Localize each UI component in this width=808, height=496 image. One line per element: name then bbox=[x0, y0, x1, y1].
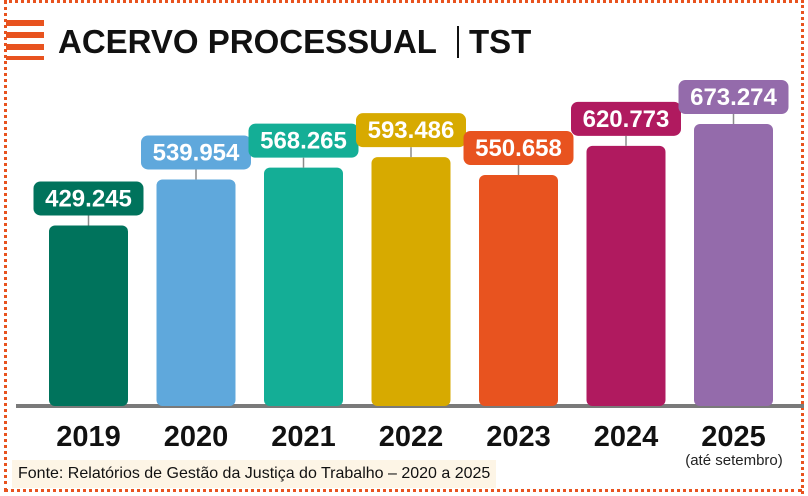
bar-2021 bbox=[264, 167, 343, 406]
data-label: 429.245 bbox=[45, 185, 132, 212]
data-label-bg bbox=[571, 101, 681, 136]
data-label-bg bbox=[33, 181, 144, 216]
bar-2024 bbox=[586, 145, 666, 406]
menu-icon bbox=[6, 20, 44, 60]
data-label: 593.486 bbox=[368, 117, 455, 144]
tick-label: 2021 bbox=[271, 421, 336, 453]
data-label-bg bbox=[248, 123, 359, 158]
chart-title: ACERVO PROCESSUAL TST bbox=[58, 20, 531, 64]
data-label: 539.954 bbox=[153, 139, 240, 166]
data-label-bg bbox=[463, 130, 574, 165]
title-separator bbox=[456, 26, 459, 58]
chart-title-main: ACERVO PROCESSUAL bbox=[58, 23, 437, 60]
bar-2022 bbox=[371, 157, 451, 406]
bar-2020 bbox=[156, 179, 236, 406]
chart-frame bbox=[4, 0, 802, 492]
tick-label: 2025 bbox=[701, 421, 766, 453]
bar-2019 bbox=[49, 225, 128, 406]
tick-label: 2023 bbox=[486, 421, 551, 453]
data-label: 550.658 bbox=[475, 135, 562, 162]
source-note: Fonte: Relatórios de Gestão da Justiça d… bbox=[12, 460, 497, 488]
bar-2023 bbox=[479, 174, 558, 406]
bar-2025 bbox=[694, 124, 773, 406]
frame-top-border bbox=[4, 0, 804, 6]
data-label-bg bbox=[678, 80, 789, 114]
year-note: (até setembro) bbox=[685, 452, 783, 469]
tick-label: 2022 bbox=[379, 421, 444, 453]
data-label-bg bbox=[356, 113, 466, 148]
tick-label: 2024 bbox=[594, 421, 659, 453]
tick-label: 2019 bbox=[56, 421, 121, 453]
data-label-bg bbox=[141, 135, 251, 170]
frame-right-border bbox=[798, 0, 804, 494]
tick-label: 2020 bbox=[164, 421, 229, 453]
data-label: 568.265 bbox=[260, 128, 347, 155]
data-label: 620.773 bbox=[583, 106, 670, 133]
chart-title-org: TST bbox=[468, 23, 532, 60]
data-label: 673.274 bbox=[690, 84, 777, 111]
